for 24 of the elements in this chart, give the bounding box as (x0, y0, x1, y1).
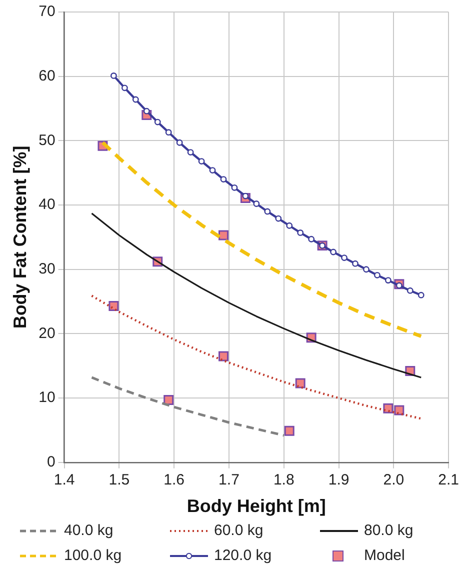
x-tick-label: 2.1 (438, 472, 460, 489)
legend-label: 80.0 kg (364, 522, 414, 539)
legend-label: 40.0 kg (64, 522, 114, 539)
legend-label: Model (364, 547, 405, 564)
y-tick-label: 40 (38, 196, 56, 214)
y-tick-label: 0 (46, 454, 56, 471)
x-tick-label: 1.8 (273, 472, 294, 489)
x-axis-title: Body Height [m] (186, 496, 326, 516)
x-tick-label: 1.6 (164, 472, 185, 489)
legend-label: 100.0 kg (64, 547, 122, 564)
x-tick-label: 1.7 (218, 472, 240, 489)
y-tick-label: 10 (38, 389, 56, 406)
x-tick-label: 1.9 (328, 472, 350, 489)
y-tick-label: 20 (38, 324, 56, 342)
y-axis-title: Body Fat Content [%] (10, 146, 30, 329)
y-tick-label: 60 (38, 67, 56, 84)
y-tick-label: 50 (38, 132, 56, 149)
x-tick-label: 2.0 (383, 472, 404, 489)
y-tick-label: 70 (38, 3, 56, 20)
x-tick-label: 1.4 (54, 472, 75, 489)
legend-label: 120.0 kg (214, 547, 272, 564)
y-tick-label: 30 (38, 260, 56, 278)
x-tick-label: 1.5 (108, 472, 130, 489)
legend-label: 60.0 kg (214, 522, 264, 539)
